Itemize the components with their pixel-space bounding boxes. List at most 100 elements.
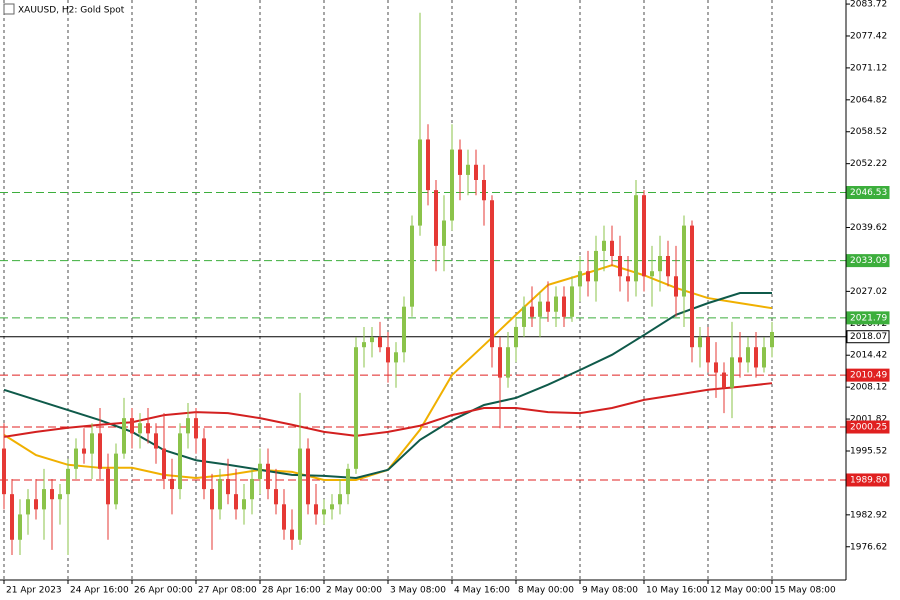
candle-body — [170, 478, 174, 490]
x-tick-label: 24 Apr 16:00 — [70, 586, 129, 596]
x-tick-label: 21 Apr 2023 — [6, 586, 62, 596]
y-tick-label: 2008.12 — [850, 383, 887, 393]
candle-body — [218, 478, 222, 510]
candle-body — [482, 179, 486, 201]
candle-body — [722, 372, 726, 388]
candle-body — [490, 200, 494, 348]
candle-body — [330, 504, 334, 510]
candle-body — [58, 494, 62, 500]
candle-body — [522, 306, 526, 327]
candle-body — [282, 504, 286, 530]
candle-body — [178, 433, 182, 490]
level-label-box — [846, 330, 890, 344]
candle-body — [578, 271, 582, 287]
candle-body — [458, 149, 462, 175]
level-label: 2018.07 — [850, 332, 887, 342]
x-tick-label: 8 May 00:00 — [518, 586, 574, 596]
candle-body — [714, 362, 718, 373]
candle-body — [466, 164, 470, 175]
y-tick-label: 2058.52 — [850, 127, 887, 137]
candle-body — [602, 240, 606, 251]
candle-body — [594, 250, 598, 282]
level-label-box — [846, 311, 890, 325]
candle-body — [290, 529, 294, 540]
y-tick-label: 2027.02 — [850, 287, 887, 297]
candle-body — [538, 301, 542, 317]
x-tick-label: 9 May 08:00 — [582, 586, 638, 596]
y-tick-label: 2071.12 — [850, 63, 887, 73]
candle-body — [530, 306, 534, 317]
candle-body — [346, 468, 350, 495]
candle-body — [258, 463, 262, 479]
candle-body — [674, 276, 678, 297]
candle-body — [82, 448, 86, 454]
y-tick-label: 2077.42 — [850, 31, 887, 41]
candle-body — [634, 195, 638, 282]
level-label: 2000.25 — [850, 423, 887, 433]
level-label-box — [846, 186, 890, 200]
candle-body — [474, 164, 478, 180]
candle-body — [154, 433, 158, 449]
candle-body — [730, 357, 734, 388]
y-tick-label: 2039.62 — [850, 223, 887, 233]
candle-body — [450, 149, 454, 221]
candle-body — [642, 195, 646, 277]
y-tick-label: 1982.92 — [850, 510, 887, 520]
x-tick-label: 3 May 08:00 — [390, 586, 446, 596]
candle-body — [506, 347, 510, 378]
level-label-box — [846, 473, 890, 487]
candle-body — [162, 448, 166, 479]
candle-body — [370, 337, 374, 343]
candle-body — [42, 489, 46, 510]
y-tick-label: 1976.62 — [850, 542, 887, 552]
level-label: 2010.49 — [850, 371, 887, 381]
candle-body — [610, 240, 614, 256]
candle-body — [90, 433, 94, 454]
candle-body — [554, 296, 558, 312]
candle-body — [146, 423, 150, 434]
candle-body — [754, 347, 758, 368]
level-label-box — [846, 254, 890, 268]
candle-body — [690, 225, 694, 348]
candle-body — [498, 347, 502, 378]
candle-body — [202, 438, 206, 490]
candle-body — [658, 255, 662, 272]
candle-body — [410, 225, 414, 307]
candle-body — [74, 448, 78, 469]
level-label: 2033.09 — [850, 256, 887, 266]
candle-body — [682, 225, 686, 297]
candle-body — [266, 463, 270, 490]
x-tick-label: 27 Apr 08:00 — [198, 586, 257, 596]
candle-body — [138, 423, 142, 434]
candle-body — [762, 347, 766, 368]
candle-body — [626, 276, 630, 282]
candle-body — [122, 418, 126, 454]
candle-body — [738, 357, 742, 363]
candle-body — [570, 286, 574, 317]
candle-body — [234, 494, 238, 510]
candle-body — [666, 255, 670, 277]
candle-body — [546, 301, 550, 312]
candle-body — [514, 326, 518, 348]
candle-body — [306, 448, 310, 505]
candle-body — [650, 271, 654, 277]
candle-body — [50, 489, 54, 500]
candle-body — [34, 499, 38, 510]
x-tick-label: 2 May 00:00 — [326, 586, 382, 596]
x-tick-label: 10 May 16:00 — [646, 586, 708, 596]
level-label-box — [846, 420, 890, 434]
chart-title: XAUUSD, H2: Gold Spot — [18, 6, 125, 16]
candle-body — [402, 306, 406, 353]
y-tick-label: 2001.82 — [850, 415, 887, 425]
candle-body — [106, 468, 110, 505]
candle-body — [298, 448, 302, 540]
candle-body — [274, 489, 278, 505]
x-tick-label: 15 May 08:00 — [774, 586, 836, 596]
candle-body — [242, 499, 246, 510]
candle-body — [186, 418, 190, 434]
candle-body — [226, 478, 230, 495]
candle-body — [10, 494, 14, 540]
candle-body — [426, 139, 430, 191]
x-tick-label: 12 May 00:00 — [710, 586, 772, 596]
